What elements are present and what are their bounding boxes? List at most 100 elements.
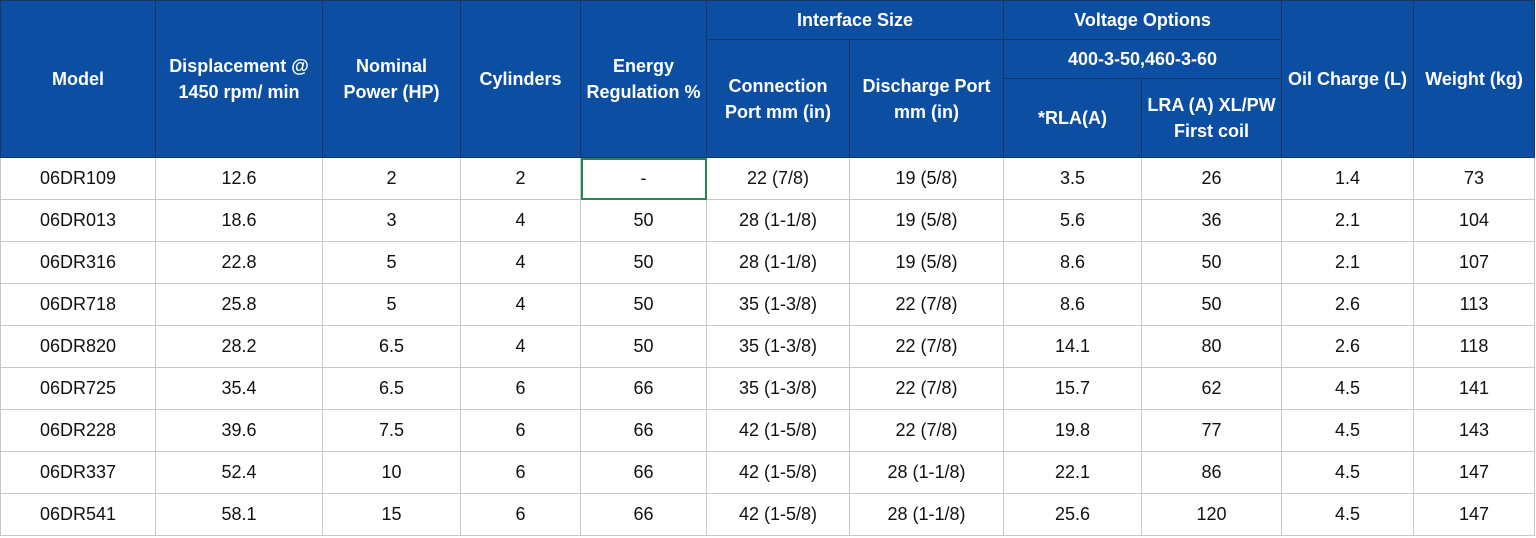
cell[interactable]: 28 (1-1/8) (849, 493, 1004, 536)
cell[interactable]: 4.5 (1281, 451, 1415, 494)
cell[interactable]: 4 (460, 325, 581, 368)
cell[interactable]: 35 (1-3/8) (706, 367, 850, 410)
cell[interactable]: 50 (1140, 241, 1283, 284)
cell[interactable]: 62 (1140, 367, 1283, 410)
cell[interactable]: 10 (322, 451, 461, 494)
cell[interactable]: 147 (1413, 493, 1536, 536)
cell[interactable]: 2.1 (1281, 241, 1415, 284)
cell[interactable]: 2.6 (1281, 283, 1415, 326)
cell[interactable]: 25.6 (1003, 493, 1142, 536)
cell[interactable]: 8.6 (1003, 283, 1142, 326)
cell[interactable]: 141 (1413, 367, 1536, 410)
cell[interactable]: 15 (322, 493, 461, 536)
cell[interactable]: 58.1 (155, 493, 323, 536)
cell[interactable]: 5.6 (1003, 199, 1142, 242)
cell[interactable]: 22 (7/8) (849, 283, 1004, 326)
cell[interactable]: 4 (460, 283, 581, 326)
cell[interactable]: 4.5 (1281, 493, 1415, 536)
cell[interactable]: 42 (1-5/8) (706, 493, 850, 536)
cell[interactable]: 36 (1140, 199, 1283, 242)
cell[interactable]: 4 (460, 241, 581, 284)
cell[interactable]: 120 (1140, 493, 1283, 536)
cell[interactable]: 22 (7/8) (849, 409, 1004, 452)
cell[interactable]: 52.4 (155, 451, 323, 494)
cell[interactable]: 06DR228 (0, 409, 156, 452)
cell[interactable]: 77 (1140, 409, 1283, 452)
cell[interactable]: 66 (580, 409, 707, 452)
cell[interactable]: 104 (1413, 199, 1536, 242)
cell[interactable]: 50 (1140, 283, 1283, 326)
cell[interactable]: 1.4 (1281, 157, 1415, 200)
cell[interactable]: 25.8 (155, 283, 323, 326)
cell[interactable]: 50 (580, 283, 707, 326)
cell[interactable]: 66 (580, 451, 707, 494)
cell[interactable]: 42 (1-5/8) (706, 409, 850, 452)
cell[interactable]: 22.1 (1003, 451, 1142, 494)
cell[interactable]: 15.7 (1003, 367, 1142, 410)
cell[interactable]: 50 (580, 199, 707, 242)
cell[interactable]: 06DR820 (0, 325, 156, 368)
cell[interactable]: 19 (5/8) (849, 157, 1004, 200)
cell[interactable]: 118 (1413, 325, 1536, 368)
cell[interactable]: 50 (580, 325, 707, 368)
cell[interactable]: 2 (322, 157, 461, 200)
cell[interactable]: 06DR337 (0, 451, 156, 494)
cell[interactable]: 06DR541 (0, 493, 156, 536)
cell[interactable]: 06DR725 (0, 367, 156, 410)
cell[interactable]: 14.1 (1003, 325, 1142, 368)
cell[interactable]: 35 (1-3/8) (706, 283, 850, 326)
cell[interactable]: 3 (322, 199, 461, 242)
cell[interactable]: 35.4 (155, 367, 323, 410)
cell[interactable]: 80 (1140, 325, 1283, 368)
cell[interactable]: 6 (460, 451, 581, 494)
cell[interactable]: 22 (7/8) (706, 157, 850, 200)
cell[interactable]: 22.8 (155, 241, 323, 284)
cell[interactable]: 6 (460, 409, 581, 452)
cell[interactable]: 4.5 (1281, 367, 1415, 410)
cell[interactable]: 2 (460, 157, 581, 200)
cell[interactable]: 19 (5/8) (849, 241, 1004, 284)
cell[interactable]: 22 (7/8) (849, 367, 1004, 410)
cell[interactable]: 73 (1413, 157, 1536, 200)
cell[interactable]: 2.6 (1281, 325, 1415, 368)
cell[interactable]: 5 (322, 241, 461, 284)
cell[interactable]: 28 (1-1/8) (849, 451, 1004, 494)
cell[interactable]: 12.6 (155, 157, 323, 200)
cell[interactable]: 26 (1140, 157, 1283, 200)
cell[interactable]: 107 (1413, 241, 1536, 284)
cell[interactable]: 06DR316 (0, 241, 156, 284)
cell[interactable]: 143 (1413, 409, 1536, 452)
cell[interactable]: 8.6 (1003, 241, 1142, 284)
cell[interactable]: 06DR718 (0, 283, 156, 326)
cell[interactable]: 6.5 (322, 325, 461, 368)
cell[interactable]: 39.6 (155, 409, 323, 452)
cell[interactable]: 5 (322, 283, 461, 326)
cell[interactable]: 19 (5/8) (849, 199, 1004, 242)
cell[interactable]: 86 (1140, 451, 1283, 494)
cell[interactable]: 6.5 (322, 367, 461, 410)
cell[interactable]: 6 (460, 367, 581, 410)
cell[interactable]: 66 (580, 367, 707, 410)
cell[interactable]: 19.8 (1003, 409, 1142, 452)
cell[interactable]: 28 (1-1/8) (706, 199, 850, 242)
cell[interactable]: 147 (1413, 451, 1536, 494)
cell[interactable]: 42 (1-5/8) (706, 451, 850, 494)
cell[interactable]: 4 (460, 199, 581, 242)
cell[interactable]: 22 (7/8) (849, 325, 1004, 368)
cell[interactable]: 6 (460, 493, 581, 536)
cell[interactable]: 28.2 (155, 325, 323, 368)
cell[interactable]: 2.1 (1281, 199, 1415, 242)
cell[interactable]: 35 (1-3/8) (706, 325, 850, 368)
cell[interactable]: 06DR109 (0, 157, 156, 200)
cell[interactable]: 50 (580, 241, 707, 284)
cell[interactable]: 4.5 (1281, 409, 1415, 452)
cell[interactable]: 28 (1-1/8) (706, 241, 850, 284)
cell[interactable]: 66 (580, 493, 707, 536)
cell[interactable]: 06DR013 (0, 199, 156, 242)
cell[interactable]: 7.5 (322, 409, 461, 452)
cell[interactable]: 3.5 (1003, 157, 1142, 200)
cell[interactable]: - (580, 157, 707, 200)
cell[interactable]: 113 (1413, 283, 1536, 326)
header-row: Connection Port mm (in) Discharge Port m… (1, 39, 1535, 158)
cell[interactable]: 18.6 (155, 199, 323, 242)
